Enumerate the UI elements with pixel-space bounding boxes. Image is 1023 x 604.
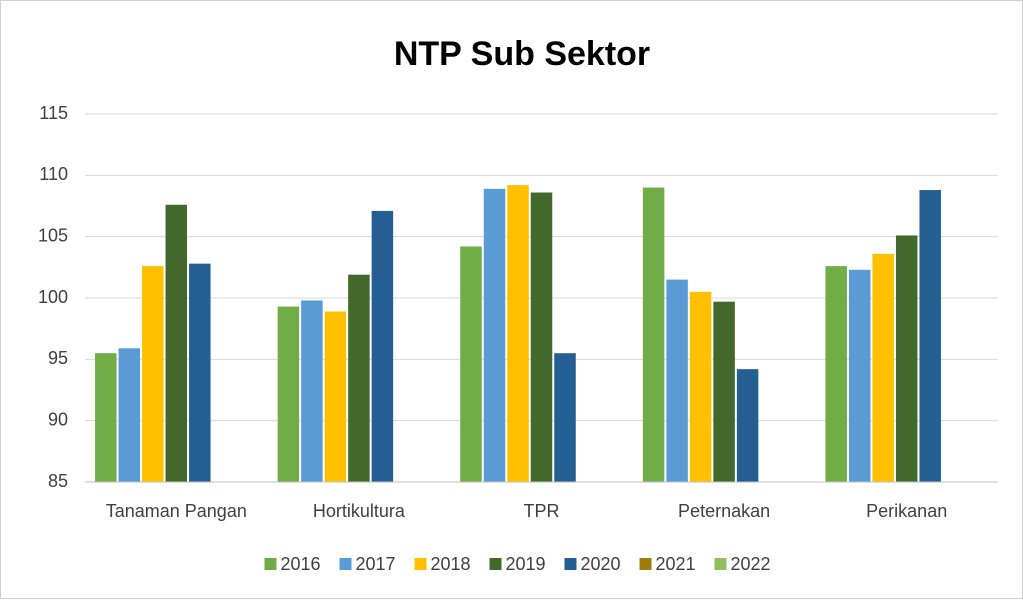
legend-swatch — [639, 558, 652, 570]
x-tick-label: Perikanan — [866, 501, 947, 521]
bar — [713, 301, 735, 482]
legend-label: 2018 — [431, 554, 471, 574]
x-tick-label: Peternakan — [678, 501, 770, 521]
bar — [371, 210, 394, 482]
bar — [189, 263, 211, 482]
bar — [118, 348, 141, 482]
bar — [483, 188, 506, 482]
legend-label: 2016 — [281, 554, 321, 574]
bar — [689, 291, 712, 482]
y-tick-label: 85 — [48, 471, 68, 491]
bar — [95, 353, 117, 482]
y-tick-label: 95 — [48, 348, 68, 368]
bar — [142, 266, 164, 482]
bar — [666, 279, 688, 482]
bar — [460, 246, 482, 482]
x-tick-label: TPR — [524, 501, 560, 521]
bar — [736, 369, 759, 482]
bar — [507, 185, 529, 482]
x-tick-label: Tanaman Pangan — [106, 501, 247, 521]
legend-swatch — [714, 558, 727, 570]
y-tick-label: 90 — [48, 409, 68, 429]
bar — [825, 266, 847, 482]
legend-label: 2019 — [506, 554, 546, 574]
bar — [919, 190, 941, 482]
legend-swatch — [489, 558, 502, 570]
x-tick-label: Hortikultura — [313, 501, 406, 521]
bar — [165, 204, 188, 483]
bar — [301, 300, 323, 482]
bar — [895, 235, 918, 482]
y-tick-label: 110 — [39, 164, 68, 184]
legend-label: 2020 — [581, 554, 621, 574]
legend-swatch — [264, 558, 277, 570]
bar — [554, 353, 576, 482]
y-tick-label: 100 — [38, 287, 68, 307]
y-tick-label: 115 — [39, 103, 68, 123]
y-tick-label: 105 — [38, 225, 68, 245]
legend-label: 2021 — [656, 554, 696, 574]
bar — [642, 187, 665, 482]
legend-label: 2022 — [731, 554, 771, 574]
bar — [872, 253, 894, 482]
legend-swatch — [414, 558, 427, 570]
bar — [277, 306, 300, 482]
legend-swatch — [339, 558, 352, 570]
bar — [848, 269, 871, 482]
legend-label: 2017 — [356, 554, 396, 574]
bar — [348, 274, 370, 482]
legend-swatch — [564, 558, 577, 570]
bar — [324, 311, 347, 482]
bar — [530, 192, 553, 483]
chart-title: NTP Sub Sektor — [394, 35, 650, 73]
